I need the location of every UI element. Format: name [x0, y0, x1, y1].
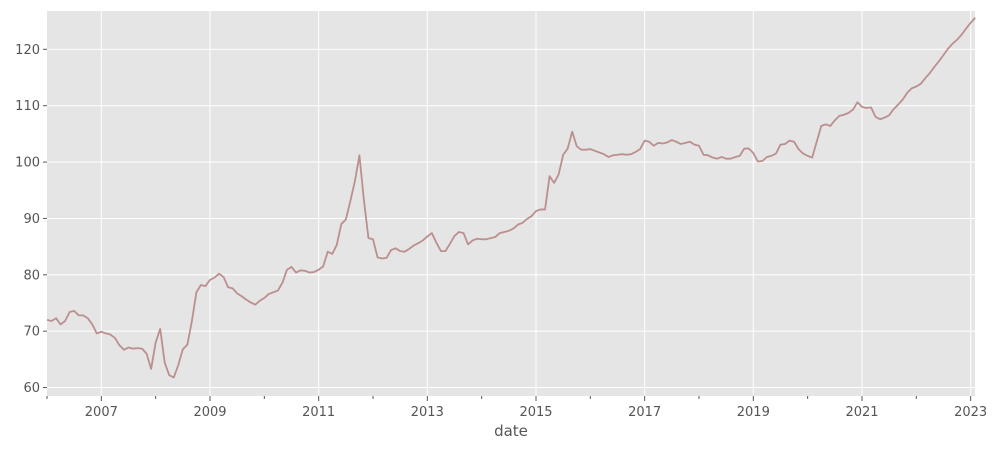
y-tick-labels: 60 70 80 90 100 110 120	[15, 43, 40, 396]
x-axis-label: date	[494, 422, 528, 440]
x-tick-label: 2015	[519, 405, 552, 420]
y-tick-label: 110	[15, 99, 40, 114]
y-tick-label: 120	[15, 43, 40, 58]
x-tick-label: 2009	[193, 405, 226, 420]
y-tick-label: 70	[23, 325, 40, 340]
x-tick-label: 2021	[845, 405, 878, 420]
x-tick-label: 2013	[411, 405, 444, 420]
y-tick-label: 90	[23, 212, 40, 227]
grid-lines	[47, 11, 975, 396]
plot-background	[47, 11, 975, 396]
y-tick-label: 60	[23, 381, 40, 396]
y-tick-label: 100	[15, 156, 40, 171]
x-tick-label: 2011	[302, 405, 335, 420]
y-tick-label: 80	[23, 268, 40, 283]
x-tick-labels: 2007 2009 2011 2013 2015 2017 2019 2021 2023	[85, 405, 987, 420]
x-tick-label: 2019	[737, 405, 770, 420]
series-line	[46, 17, 976, 379]
x-tick-label: 2007	[85, 405, 118, 420]
x-tick-label: 2023	[954, 405, 987, 420]
axis-ticks	[43, 48, 972, 401]
x-tick-label: 2017	[628, 405, 661, 420]
